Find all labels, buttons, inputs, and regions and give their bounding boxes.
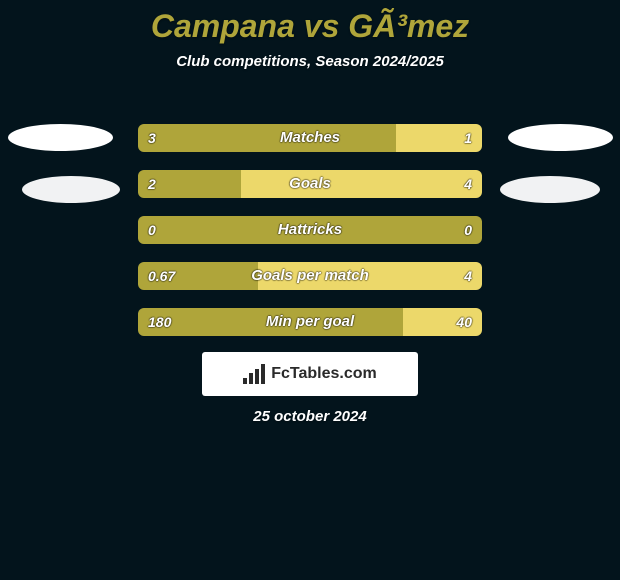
player-right-photo-bottom — [500, 176, 600, 203]
bars-icon — [243, 364, 265, 384]
bar-left — [138, 308, 403, 336]
player-left-photo-top — [8, 124, 113, 151]
fctables-logo: FcTables.com — [202, 352, 418, 396]
stat-row: Hattricks00 — [138, 216, 482, 244]
stat-row: Matches31 — [138, 124, 482, 152]
page-title: Campana vs GÃ³mez — [0, 0, 620, 45]
date-caption: 25 october 2024 — [0, 408, 620, 425]
page-subtitle: Club competitions, Season 2024/2025 — [0, 53, 620, 70]
stat-row: Goals24 — [138, 170, 482, 198]
bar-left — [138, 170, 241, 198]
bar-right — [258, 262, 482, 290]
stat-row: Min per goal18040 — [138, 308, 482, 336]
bar-right — [403, 308, 482, 336]
bar-left — [138, 216, 482, 244]
bar-right — [396, 124, 482, 152]
logo-text: FcTables.com — [271, 365, 377, 383]
bar-left — [138, 124, 396, 152]
player-right-photo-top — [508, 124, 613, 151]
comparison-chart: Matches31 Goals24 Hattricks00 Goals per mat… — [138, 124, 482, 354]
bar-left — [138, 262, 258, 290]
player-left-photo-bottom — [22, 176, 120, 203]
stat-row: Goals per match0.674 — [138, 262, 482, 290]
bar-right — [241, 170, 482, 198]
infographic-root: Campana vs GÃ³mez Club competitions, Sea… — [0, 0, 620, 580]
